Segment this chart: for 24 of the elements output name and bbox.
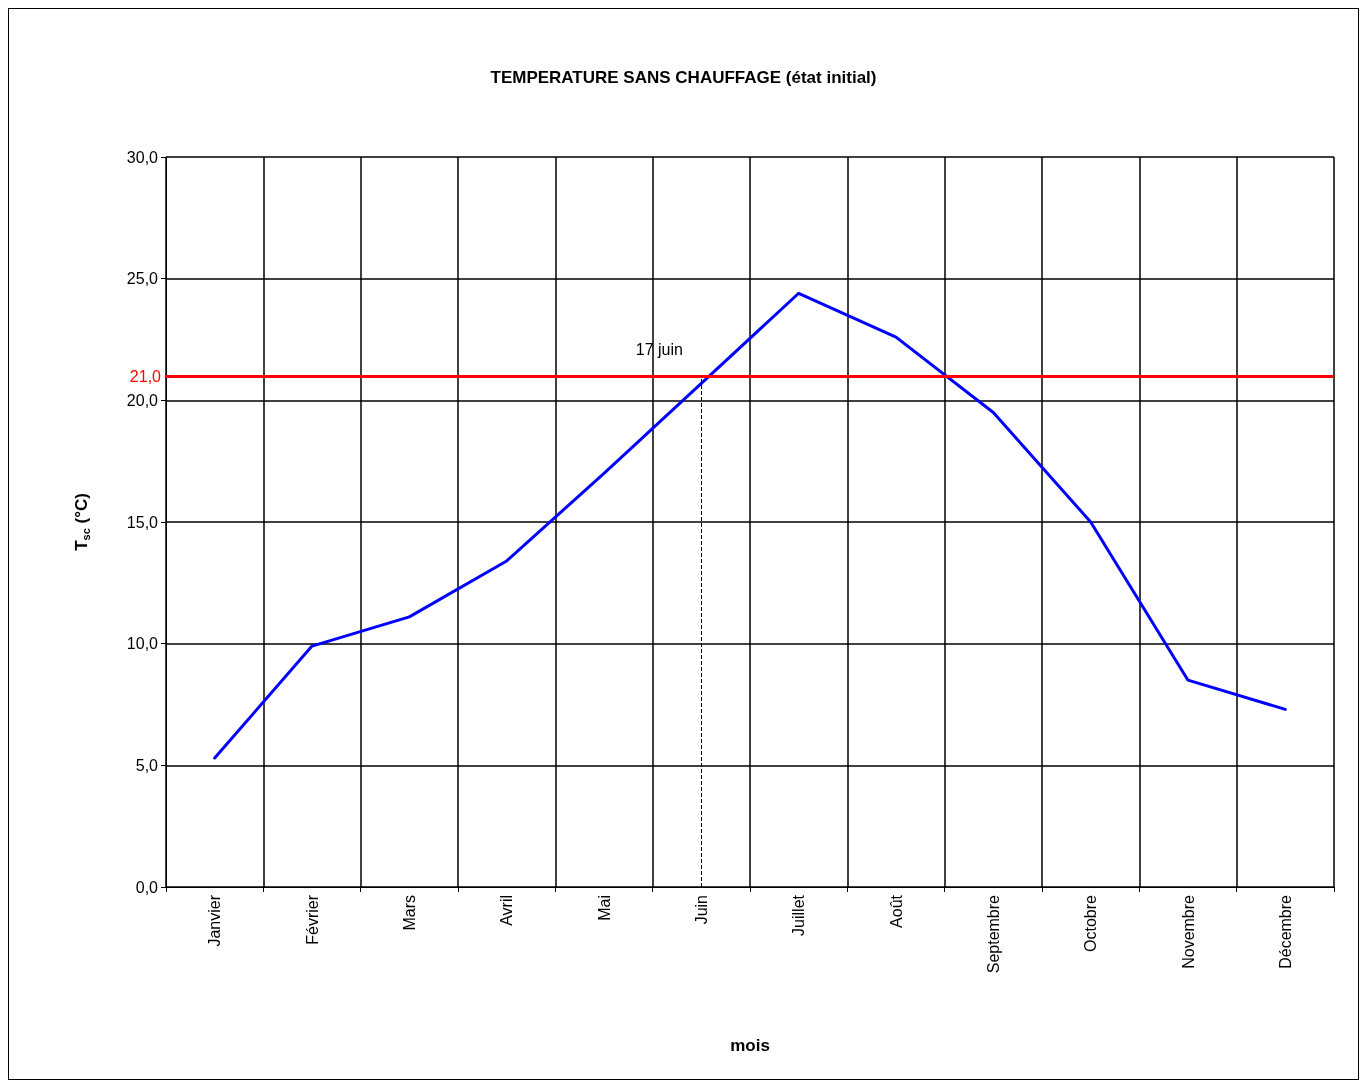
- x-tick-label: Avril: [498, 895, 516, 926]
- y-axis-title: Tsc (°C): [72, 493, 92, 551]
- x-tick-label: Septembre: [984, 894, 1002, 974]
- x-tick-label: Mai: [595, 895, 613, 921]
- x-tick-label: Janvier: [206, 894, 224, 947]
- chart-title: TEMPERATURE SANS CHAUFFAGE (état initial): [490, 68, 877, 87]
- y-tick-label: 5,0: [135, 756, 159, 774]
- y-tick-label: 10,0: [126, 635, 159, 653]
- x-tick-label: Juillet: [790, 894, 808, 936]
- line-series: [213, 291, 1287, 760]
- x-tick-label: Décembre: [1276, 894, 1294, 969]
- y-tick-label: 0,0: [135, 878, 159, 896]
- x-axis-title: mois: [730, 1036, 770, 1055]
- x-tick-label: Février: [303, 894, 321, 945]
- x-tick-label: Mars: [400, 895, 418, 931]
- x-tick-label: Octobre: [1082, 894, 1100, 952]
- y-tick-label: 20,0: [126, 391, 159, 409]
- ref-line-label: 21,0: [129, 367, 162, 385]
- x-tick-label: Juin: [692, 895, 710, 925]
- x-tick-label: Août: [887, 894, 905, 928]
- x-tick-label: Novembre: [1179, 894, 1197, 969]
- y-tick-label: 25,0: [126, 270, 159, 288]
- y-tick-label: 15,0: [126, 513, 159, 531]
- y-tick-label: 30,0: [126, 148, 159, 166]
